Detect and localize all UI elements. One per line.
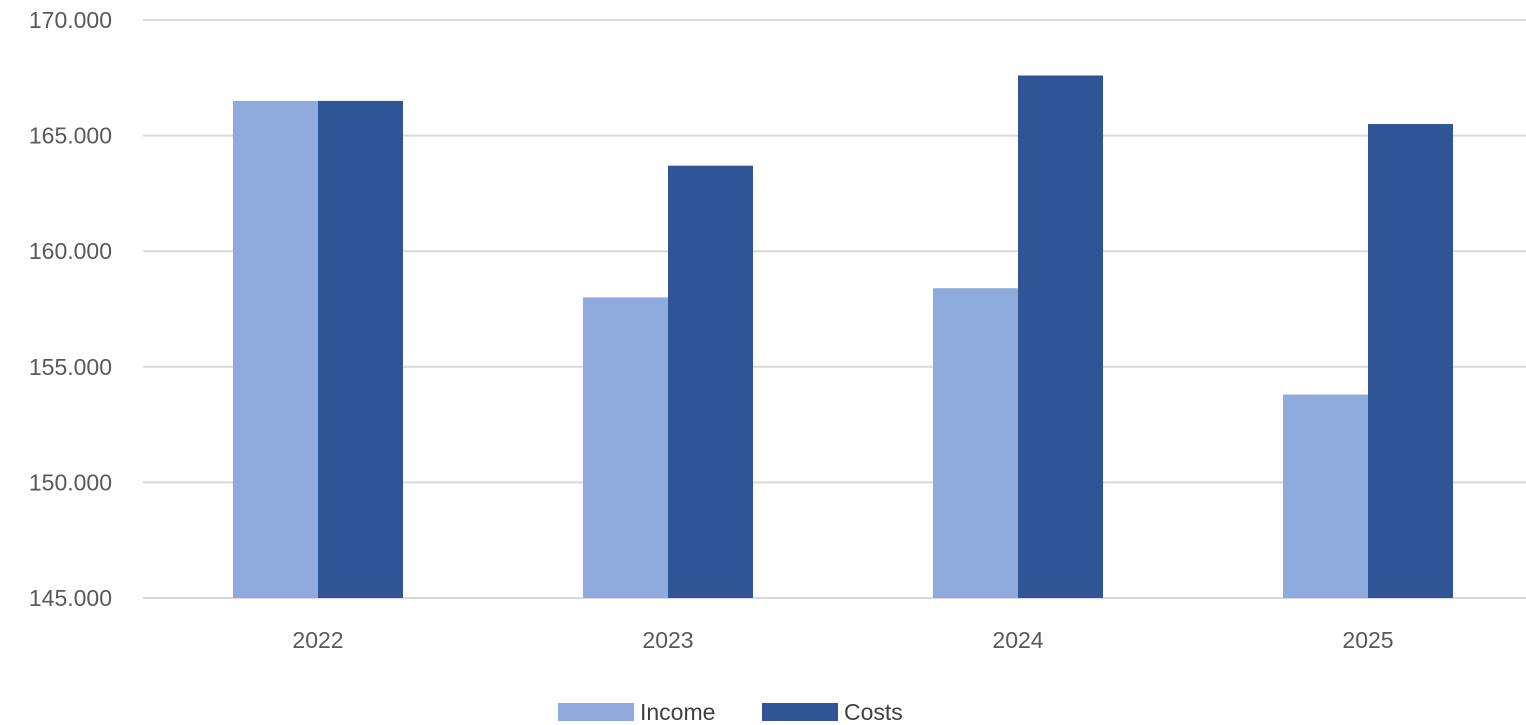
x-axis-tick-labels: 2022 2023 2024 2025 — [292, 627, 1393, 653]
bar-income-2023 — [583, 297, 668, 598]
bar-income-2022 — [233, 100, 318, 599]
x-tick-label: 2025 — [1342, 627, 1393, 653]
bar-costs-2023 — [668, 165, 753, 598]
x-tick-label: 2023 — [642, 627, 693, 653]
y-tick-label: 165.000 — [29, 123, 112, 149]
bar-costs-2022 — [318, 100, 403, 599]
y-tick-label: 155.000 — [29, 354, 112, 380]
bar-income-2024 — [933, 288, 1018, 598]
bar-income-2025 — [1283, 394, 1368, 598]
legend: Income Costs — [558, 699, 903, 725]
legend-swatch-costs — [762, 703, 838, 721]
y-axis-tick-labels: 145.000 150.000 155.000 160.000 165.000 170.0… — [29, 7, 112, 611]
y-tick-label: 145.000 — [29, 585, 112, 611]
bar-costs-2024 — [1018, 75, 1103, 599]
legend-swatch-income — [558, 703, 634, 721]
legend-label-costs: Costs — [844, 699, 903, 725]
y-tick-label: 160.000 — [29, 238, 112, 264]
bars — [233, 75, 1453, 599]
y-tick-label: 150.000 — [29, 469, 112, 495]
bar-costs-2025 — [1368, 124, 1453, 598]
legend-label-income: Income — [640, 699, 715, 725]
y-tick-label: 170.000 — [29, 7, 112, 33]
x-tick-label: 2024 — [992, 627, 1043, 653]
x-tick-label: 2022 — [292, 627, 343, 653]
